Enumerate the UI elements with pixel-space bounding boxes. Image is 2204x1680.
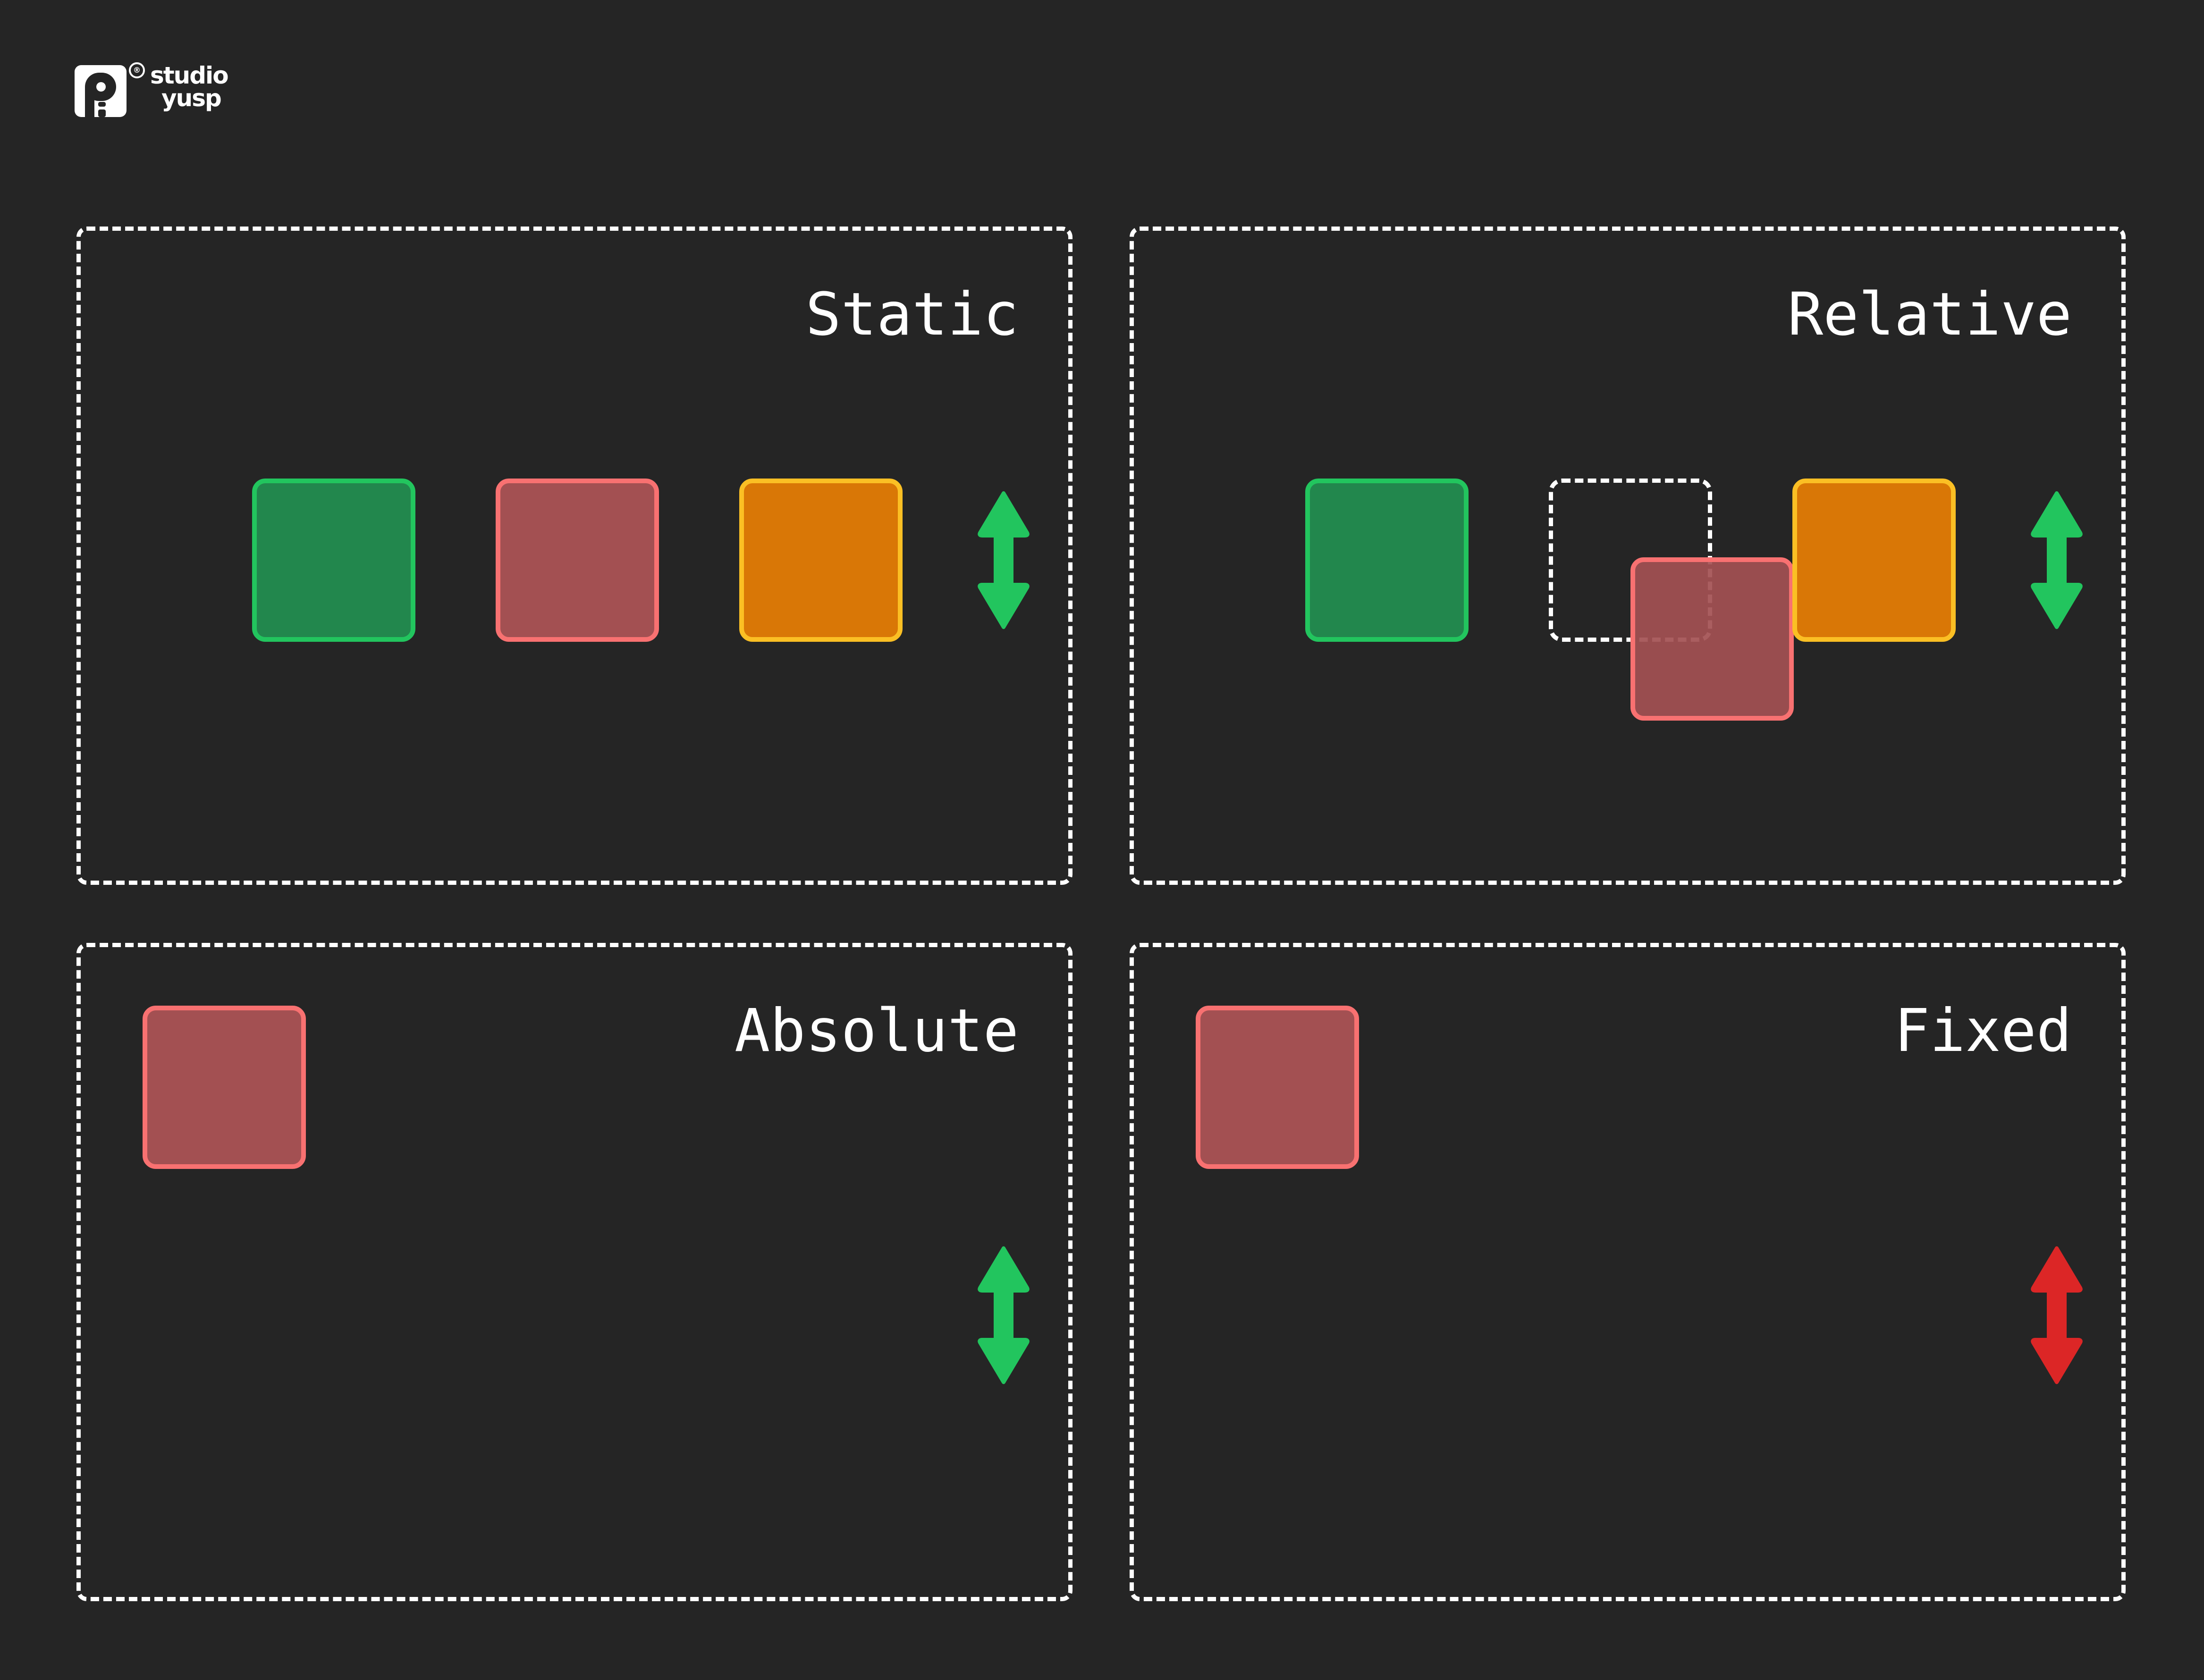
panel-title: Static	[805, 280, 1019, 349]
panel-title: Relative	[1787, 280, 2072, 349]
brand-name: studio yusp	[150, 62, 229, 112]
red-box	[143, 1006, 306, 1169]
studio-yusp-logo: ® studio yusp	[75, 62, 235, 119]
scroll-arrow-icon	[2031, 1246, 2083, 1384]
panel-title: Fixed	[1894, 997, 2072, 1065]
panel-absolute: Absolute	[76, 943, 1072, 1601]
green-box	[1305, 479, 1469, 642]
panel-relative: Relative	[1130, 227, 2126, 885]
orange-box	[739, 479, 903, 642]
scroll-arrow-icon	[2031, 491, 2083, 629]
red-box	[496, 479, 659, 642]
panel-fixed: Fixed	[1130, 943, 2126, 1601]
red-box-offset	[1630, 557, 1794, 721]
orange-box	[1792, 479, 1956, 642]
registered-mark: ®	[129, 62, 145, 78]
green-box	[252, 479, 415, 642]
brand-name-line1: studio	[150, 62, 229, 89]
red-box	[1196, 1006, 1359, 1169]
scroll-arrow-icon	[978, 491, 1030, 629]
panel-static: Static	[76, 227, 1072, 885]
scroll-arrow-icon	[978, 1246, 1030, 1384]
brand-name-line2: yusp	[161, 84, 222, 112]
panel-title: Absolute	[734, 997, 1019, 1065]
logo-mark-icon	[75, 65, 127, 117]
